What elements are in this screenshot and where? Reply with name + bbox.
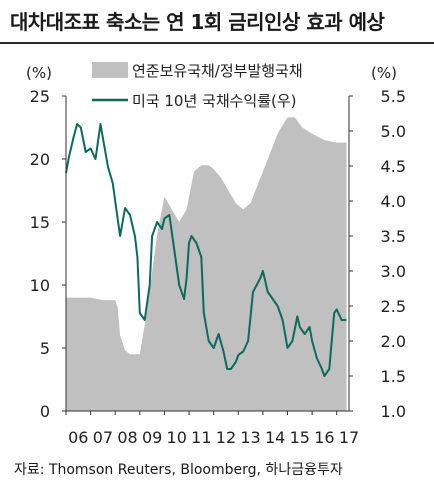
y-right-tick-label: 4.0 <box>381 192 406 211</box>
y-left-unit: (%) <box>26 64 52 82</box>
x-tick-label: 15 <box>290 428 310 447</box>
legend-swatch-area <box>92 62 128 78</box>
series-line-1 <box>65 123 347 377</box>
title-divider <box>0 42 434 44</box>
y-left-tick-label: 10 <box>30 276 50 295</box>
x-tick-label: 13 <box>240 428 260 447</box>
y-right-tick-label: 5.5 <box>381 87 406 106</box>
y-left-tick-label: 20 <box>30 150 50 169</box>
x-tick-label: 11 <box>191 428 211 447</box>
x-tick-label: 09 <box>142 428 162 447</box>
x-tick-label: 16 <box>314 428 334 447</box>
y-left-tick-label: 25 <box>30 87 50 106</box>
x-tick-label: 14 <box>265 428 285 447</box>
y-right-tick-label: 5.0 <box>381 122 406 141</box>
x-tick-label: 06 <box>68 428 88 447</box>
y-left-tick-label: 0 <box>40 402 50 421</box>
y-right-tick-label: 1.5 <box>381 367 406 386</box>
x-tick-label: 07 <box>93 428 113 447</box>
series-area-0 <box>66 117 347 412</box>
y-right-tick-label: 2.0 <box>381 332 406 351</box>
source-note: 자료: Thomson Reuters, Bloomberg, 하나금융투자 <box>14 462 343 478</box>
x-tick-label: 12 <box>216 428 236 447</box>
y-left-tick-label: 15 <box>30 213 50 232</box>
x-tick-label: 08 <box>117 428 137 447</box>
y-right-tick-label: 2.5 <box>381 297 406 316</box>
x-tick-label: 17 <box>339 428 359 447</box>
chart-title: 대차대조표 축소는 연 1회 금리인상 효과 예상 <box>10 10 385 34</box>
legend-label-line: 미국 10년 국채수익률(우) <box>132 92 297 110</box>
y-left-tick-label: 5 <box>40 339 50 358</box>
y-right-unit: (%) <box>371 64 397 82</box>
y-right-tick-label: 1.0 <box>381 402 406 421</box>
y-right-tick-label: 3.0 <box>381 262 406 281</box>
legend-label-area: 연준보유국채/정부발행국채 <box>132 62 303 80</box>
x-tick-label: 10 <box>167 428 187 447</box>
y-right-tick-label: 4.5 <box>381 157 406 176</box>
y-right-tick-label: 3.5 <box>381 227 406 246</box>
